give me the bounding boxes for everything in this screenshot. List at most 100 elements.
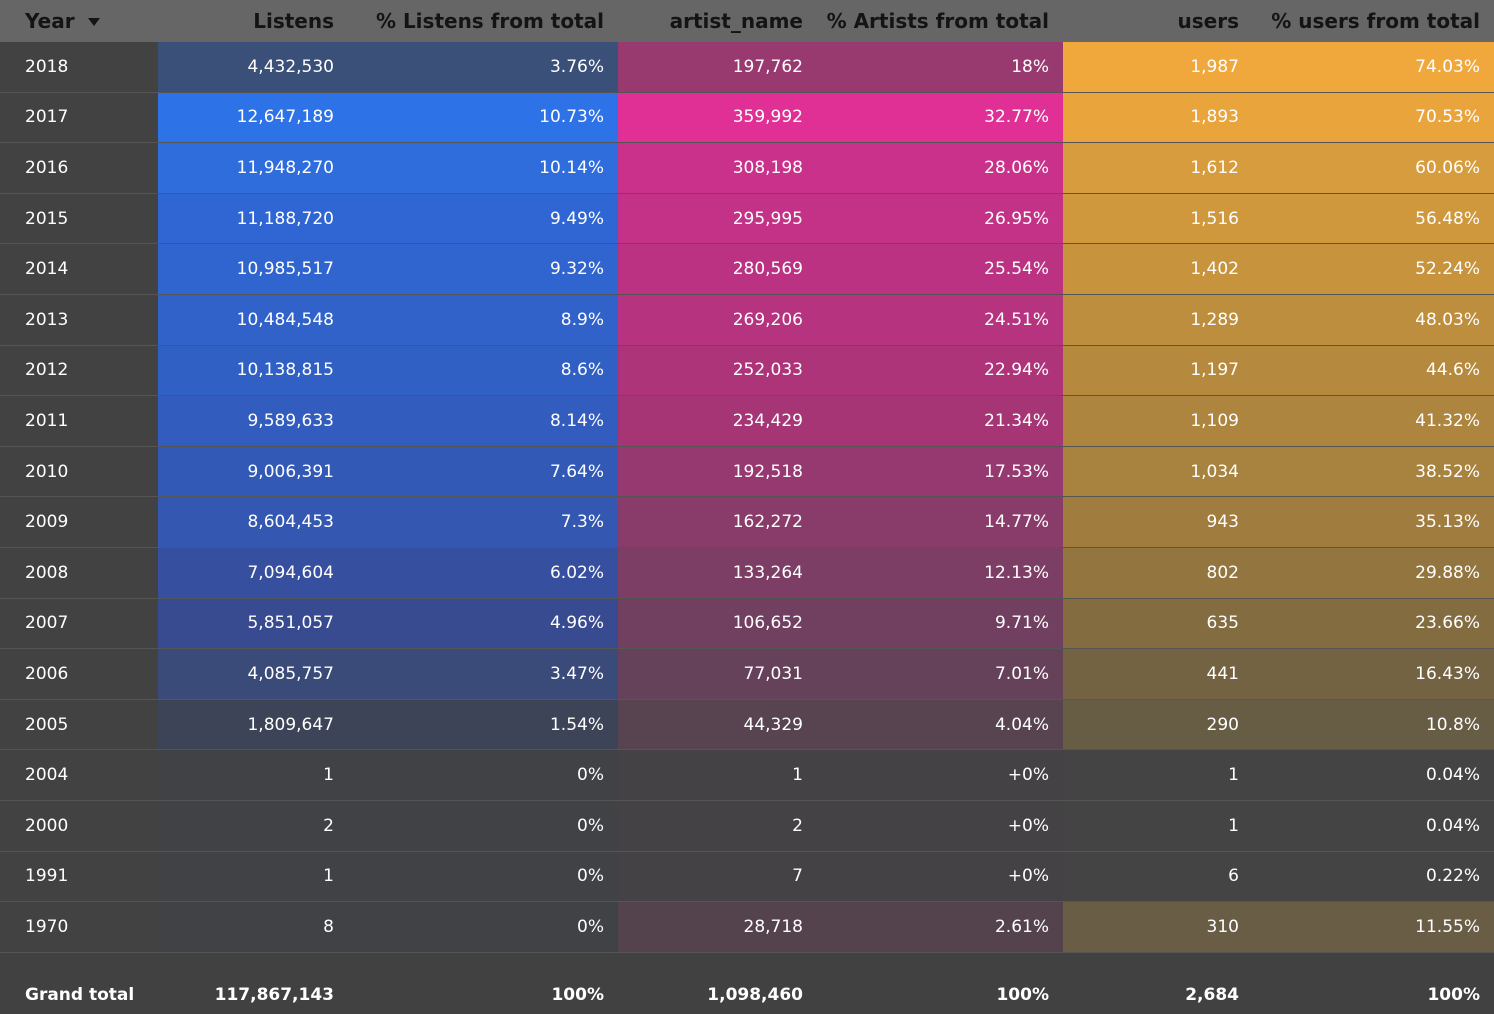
cell-listens: 8	[158, 902, 348, 953]
cell-pct-artists: 9.71%	[817, 598, 1063, 650]
cell-year: 2012	[0, 345, 158, 397]
cell-users: 943	[1063, 497, 1253, 548]
cell-pct-artists: 18%	[817, 42, 1063, 93]
cell-artists: 77,031	[618, 649, 817, 700]
cell-users: 635	[1063, 598, 1253, 650]
cell-pct-listens: 0%	[348, 801, 618, 852]
cell-pct-artists: 2.61%	[817, 902, 1063, 953]
cell-pct-artists: 12.13%	[817, 548, 1063, 599]
total-pct-listens: 100%	[551, 984, 604, 1005]
table-row[interactable]: 1991 1 0% 7 +0% 6 0.22%	[0, 851, 1494, 903]
cell-artists: 192,518	[618, 446, 817, 498]
column-header-pct-listens[interactable]: % Listens from total	[375, 9, 604, 33]
cell-artists: 28,718	[618, 902, 817, 953]
cell-pct-users: 11.55%	[1253, 902, 1494, 953]
sort-descending-icon[interactable]	[87, 18, 100, 26]
cell-year: 2017	[0, 92, 158, 144]
cell-year: 2008	[0, 548, 158, 599]
cell-listens: 9,589,633	[158, 396, 348, 447]
cell-pct-listens: 10.14%	[348, 143, 618, 194]
cell-artists: 106,652	[618, 598, 817, 650]
column-header-pct-artists[interactable]: % Artists from total	[826, 9, 1049, 33]
cell-users: 1	[1063, 801, 1253, 852]
cell-pct-users: 10.8%	[1253, 699, 1494, 751]
cell-pct-artists: 25.54%	[817, 244, 1063, 295]
cell-listens: 10,985,517	[158, 244, 348, 295]
cell-users: 1,034	[1063, 446, 1253, 498]
cell-year: 2009	[0, 497, 158, 548]
table-row[interactable]: 2005 1,809,647 1.54% 44,329 4.04% 290 10.8%	[0, 699, 1494, 751]
cell-pct-users: 23.66%	[1253, 598, 1494, 650]
cell-users: 290	[1063, 699, 1253, 751]
cell-listens: 1	[158, 851, 348, 903]
table-row[interactable]: 2014 10,985,517 9.32% 280,569 25.54% 1,402 52.…	[0, 244, 1494, 295]
table-row[interactable]: 2009 8,604,453 7.3% 162,272 14.77% 943 35.13%	[0, 497, 1494, 548]
cell-artists: 280,569	[618, 244, 817, 295]
table-row[interactable]: 2000 2 0% 2 +0% 1 0.04%	[0, 801, 1494, 852]
cell-users: 310	[1063, 902, 1253, 953]
cell-pct-artists: 22.94%	[817, 345, 1063, 397]
cell-year: 2013	[0, 295, 158, 346]
cell-pct-listens: 4.96%	[348, 598, 618, 650]
table-row[interactable]: 2011 9,589,633 8.14% 234,429 21.34% 1,109 41.3…	[0, 396, 1494, 447]
cell-year: 2018	[0, 42, 158, 93]
cell-listens: 10,138,815	[158, 345, 348, 397]
cell-listens: 10,484,548	[158, 295, 348, 346]
cell-pct-listens: 9.49%	[348, 193, 618, 245]
column-header-listens[interactable]: Listens	[253, 9, 334, 33]
cell-pct-users: 29.88%	[1253, 548, 1494, 599]
cell-pct-listens: 3.47%	[348, 649, 618, 700]
cell-pct-users: 60.06%	[1253, 143, 1494, 194]
column-header-users[interactable]: users	[1177, 9, 1239, 33]
cell-pct-users: 16.43%	[1253, 649, 1494, 700]
cell-pct-artists: 26.95%	[817, 193, 1063, 245]
table-row[interactable]: 2017 12,647,189 10.73% 359,992 32.77% 1,893 70…	[0, 92, 1494, 144]
cell-pct-users: 0.04%	[1253, 750, 1494, 801]
total-pct-users: 100%	[1427, 984, 1480, 1005]
table-row[interactable]: 2008 7,094,604 6.02% 133,264 12.13% 802 29.88%	[0, 548, 1494, 599]
cell-listens: 8,604,453	[158, 497, 348, 548]
cell-pct-listens: 8.9%	[348, 295, 618, 346]
total-users: 2,684	[1185, 984, 1239, 1005]
cell-listens: 1	[158, 750, 348, 801]
table-row[interactable]: 2010 9,006,391 7.64% 192,518 17.53% 1,034 38.5…	[0, 446, 1494, 498]
cell-pct-artists: +0%	[817, 750, 1063, 801]
cell-year: 1991	[0, 851, 158, 903]
column-header-year[interactable]: Year	[0, 0, 158, 42]
cell-artists: 359,992	[618, 92, 817, 144]
table-row[interactable]: 2015 11,188,720 9.49% 295,995 26.95% 1,516 56.…	[0, 193, 1494, 245]
table-row[interactable]: 2018 4,432,530 3.76% 197,762 18% 1,987 74.03%	[0, 42, 1494, 93]
cell-year: 1970	[0, 902, 158, 953]
table-row[interactable]: 2016 11,948,270 10.14% 308,198 28.06% 1,612 60…	[0, 143, 1494, 194]
table-row[interactable]: 2013 10,484,548 8.9% 269,206 24.51% 1,289 48.0…	[0, 295, 1494, 346]
cell-listens: 4,085,757	[158, 649, 348, 700]
cell-pct-users: 0.22%	[1253, 851, 1494, 903]
column-header-pct-users[interactable]: % users from total	[1271, 9, 1480, 33]
cell-pct-users: 38.52%	[1253, 446, 1494, 498]
cell-pct-listens: 0%	[348, 750, 618, 801]
cell-artists: 44,329	[618, 699, 817, 751]
column-header-artist-name[interactable]: artist_name	[669, 9, 803, 33]
cell-pct-users: 74.03%	[1253, 42, 1494, 93]
table-row[interactable]: 2007 5,851,057 4.96% 106,652 9.71% 635 23.66%	[0, 598, 1494, 650]
cell-listens: 1,809,647	[158, 699, 348, 751]
cell-artists: 295,995	[618, 193, 817, 245]
cell-pct-artists: 14.77%	[817, 497, 1063, 548]
total-listens: 117,867,143	[214, 984, 334, 1005]
table-row[interactable]: 1970 8 0% 28,718 2.61% 310 11.55%	[0, 902, 1494, 953]
cell-pct-listens: 7.64%	[348, 446, 618, 498]
cell-pct-artists: 7.01%	[817, 649, 1063, 700]
cell-pct-artists: +0%	[817, 801, 1063, 852]
cell-pct-artists: 17.53%	[817, 446, 1063, 498]
cell-pct-users: 56.48%	[1253, 193, 1494, 245]
table-row[interactable]: 2006 4,085,757 3.47% 77,031 7.01% 441 16.43%	[0, 649, 1494, 700]
cell-year: 2015	[0, 193, 158, 245]
cell-users: 802	[1063, 548, 1253, 599]
cell-listens: 7,094,604	[158, 548, 348, 599]
cell-artists: 7	[618, 851, 817, 903]
column-header-label: Year	[25, 9, 75, 33]
cell-pct-artists: 24.51%	[817, 295, 1063, 346]
table-row[interactable]: 2012 10,138,815 8.6% 252,033 22.94% 1,197 44.6…	[0, 345, 1494, 397]
table-row[interactable]: 2004 1 0% 1 +0% 1 0.04%	[0, 750, 1494, 801]
